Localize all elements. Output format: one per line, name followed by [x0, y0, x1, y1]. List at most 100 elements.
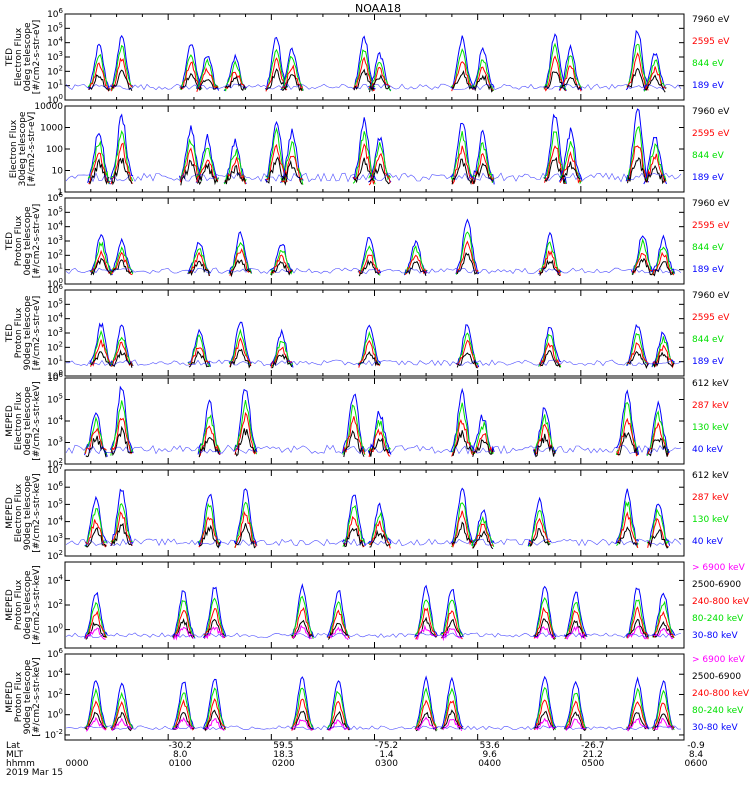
- series-line: [538, 342, 561, 368]
- y-axis-label: [#/cm2-s-str-keV]: [32, 657, 42, 736]
- y-tick-label: 104: [47, 667, 63, 680]
- series-line: [172, 698, 195, 731]
- series-line: [472, 162, 494, 185]
- series-line: [290, 687, 314, 728]
- series-line: [280, 55, 304, 92]
- series-line: [644, 153, 667, 184]
- series-line: [357, 330, 381, 366]
- series-line: [228, 321, 252, 366]
- series-line: [626, 701, 649, 731]
- series-line: [229, 259, 251, 278]
- footer-row-label: MLT: [6, 750, 24, 760]
- series-line: [352, 49, 376, 89]
- legend-entry: 7960 eV: [692, 15, 730, 25]
- series-line: [89, 329, 113, 367]
- y-axis-label: [#/cm2-s-str-keV]: [32, 473, 42, 552]
- lat-label: -30.2: [169, 741, 192, 751]
- series-line: [626, 687, 649, 731]
- y-axis-label: Proton Flux: [14, 307, 24, 358]
- y-tick-label: 105: [47, 21, 63, 34]
- series-line: [543, 33, 567, 91]
- series-line: [291, 619, 313, 639]
- series-line: [625, 676, 650, 731]
- series-line: [451, 61, 474, 92]
- series-line: [85, 526, 107, 548]
- series-line: [651, 234, 676, 274]
- series-line: [196, 67, 219, 92]
- series-line: [234, 428, 257, 457]
- series-line: [110, 34, 134, 87]
- y-tick-label: 100: [47, 623, 63, 636]
- y-axis-label: [#/cm2-s-str-keV]: [32, 381, 42, 460]
- y-axis-label: Electron Flux: [14, 483, 24, 542]
- series-line: [188, 347, 210, 365]
- legend-entry: 189 eV: [692, 265, 725, 275]
- y-tick-label: 106: [47, 371, 63, 384]
- y-tick-label: 102: [47, 340, 63, 353]
- series-line: [204, 626, 225, 640]
- series-line: [450, 48, 474, 88]
- series-line: [179, 125, 203, 182]
- y-tick-label: 100: [47, 93, 63, 106]
- legend: > 6900 keV 2500-6900 240-800 keV 80-240 keV…: [692, 563, 750, 641]
- series-line: [563, 680, 588, 730]
- y-axis-label: [#/cm2-s-str-eV]: [27, 112, 37, 187]
- legend-entry: 2595 eV: [692, 221, 730, 231]
- legend-entry: > 6900 keV: [692, 563, 746, 573]
- series-line: [290, 676, 315, 730]
- series-line: [415, 607, 438, 640]
- series-line: [223, 138, 247, 184]
- legend: 7960 eV 2595 eV 844 eV 189 eV: [692, 199, 730, 275]
- series-line: [89, 241, 113, 274]
- series-line: [627, 625, 648, 640]
- panel-frame: [64, 197, 685, 285]
- series-line: [626, 599, 649, 639]
- series-line: [179, 138, 203, 182]
- series-line: [87, 140, 111, 185]
- series-line: [451, 521, 473, 545]
- y-axis-label: [#/cm2-s-str-eV]: [32, 20, 42, 95]
- series-line: [558, 43, 583, 91]
- series-line: [631, 237, 655, 275]
- series-line: [441, 627, 462, 642]
- time-label: 0400: [478, 759, 501, 769]
- series-line: [652, 702, 675, 731]
- series-line: [269, 243, 294, 271]
- series-line: [290, 595, 314, 639]
- series-line: [471, 129, 495, 185]
- y-tick-label: 1000: [40, 124, 63, 134]
- series-line: [538, 250, 561, 276]
- series-line: [188, 260, 210, 277]
- series-line: [368, 428, 391, 458]
- series-line: [110, 417, 133, 455]
- series-line: [472, 530, 494, 550]
- y-tick-label: 103: [47, 326, 63, 339]
- series-line: [327, 601, 350, 638]
- series-line: [90, 351, 112, 367]
- series-line: [88, 158, 110, 185]
- series-line: [563, 591, 588, 638]
- series-line: [646, 508, 670, 546]
- series-line: [359, 351, 380, 367]
- series-line: [626, 323, 650, 367]
- y-axis-label: 0deg telescope: [23, 386, 33, 456]
- lat-label: -75.2: [375, 741, 398, 751]
- series-line: [440, 687, 464, 730]
- series-line: [198, 436, 220, 458]
- series-line: [544, 55, 567, 92]
- y-axis-label: [#/cm2-s-str-eV]: [32, 204, 42, 279]
- y-tick-label: 104: [47, 573, 63, 586]
- series-line: [652, 610, 675, 639]
- y-tick-label: 105: [47, 205, 63, 218]
- mlt-label: 8.4: [689, 750, 704, 760]
- legend-entry: 844 eV: [692, 151, 725, 161]
- y-tick-label: 105: [47, 297, 63, 310]
- y-tick-label: 105: [47, 497, 63, 510]
- series-line: [280, 128, 304, 184]
- series-baseline: [65, 267, 682, 275]
- y-tick-label: 1: [57, 188, 63, 198]
- lat-label: -26.7: [581, 741, 604, 751]
- y-tick-label: 104: [47, 515, 63, 528]
- series-baseline: [66, 359, 682, 367]
- series-line: [234, 411, 257, 455]
